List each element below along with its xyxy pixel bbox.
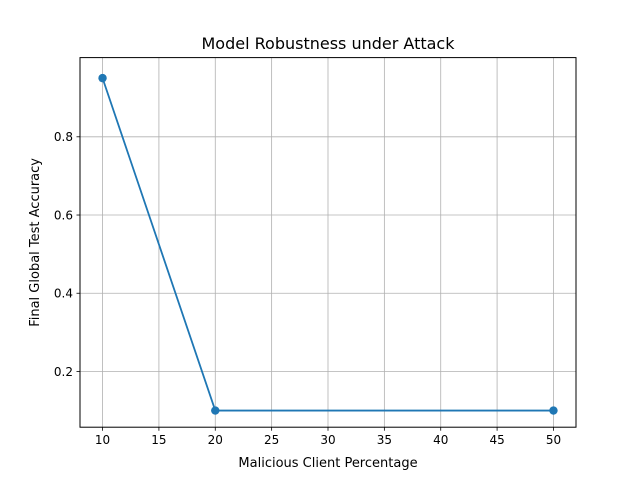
x-tick-label: 25 <box>264 433 279 447</box>
y-tick-label: 0.4 <box>54 287 73 301</box>
x-tick-label: 10 <box>95 433 110 447</box>
data-point <box>98 73 107 83</box>
x-axis-label: Malicious Client Percentage <box>238 456 417 471</box>
x-tick-label: 35 <box>377 433 392 447</box>
y-tick-label: 0.2 <box>54 365 73 379</box>
x-tick-label: 50 <box>546 433 561 447</box>
x-tick-label: 15 <box>151 433 166 447</box>
y-axis: 0.2 0.4 0.6 0.8 <box>54 130 80 379</box>
chart-title: Model Robustness under Attack <box>202 34 456 53</box>
series-layer <box>98 73 558 415</box>
x-tick-label: 45 <box>489 433 504 447</box>
x-tick-label: 30 <box>320 433 335 447</box>
x-axis: 10 15 20 25 30 35 40 45 50 <box>95 427 561 447</box>
y-tick-label: 0.6 <box>54 208 73 222</box>
x-tick-label: 20 <box>208 433 223 447</box>
x-tick-label: 40 <box>433 433 448 447</box>
data-point <box>549 406 558 415</box>
y-tick-label: 0.8 <box>54 130 73 144</box>
data-point <box>211 406 220 415</box>
y-axis-label: Final Global Test Accuracy <box>28 158 43 327</box>
grid <box>80 57 576 428</box>
